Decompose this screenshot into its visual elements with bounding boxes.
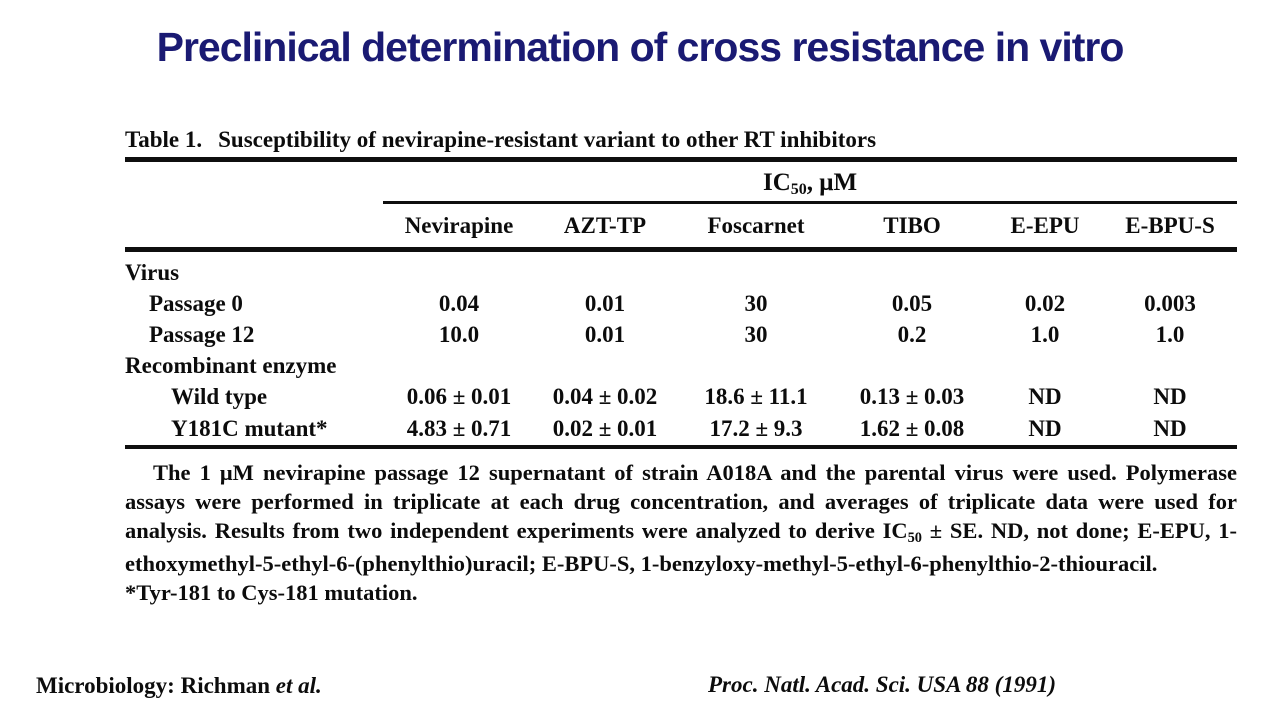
spacer-cell [125,202,383,252]
row-label: Wild type [171,383,268,409]
mutation-note: *Tyr-181 to Cys-181 mutation. [125,580,418,605]
table-cell: 1.62 ± 0.08 [837,412,987,449]
table-row-passage-12: Passage 12 10.0 0.01 30 0.2 1.0 1.0 [125,319,1237,350]
unit-header-subscript: 50 [790,181,807,198]
table-cell: 0.01 [584,321,626,347]
table-cell [383,250,535,289]
table-caption-number: Table 1. [125,127,203,152]
table-cell [1103,250,1237,289]
slide-title: Preclinical determination of cross resis… [156,24,1125,70]
table-cell: 18.6 ± 11.1 [704,383,808,409]
paper-scan-region: Table 1. Susceptibility of nevirapine-res… [125,126,1238,607]
table-cell: 0.13 ± 0.03 [859,383,965,409]
table-top-rule [125,157,1237,162]
table-cell: 0.05 [891,290,933,316]
table-cell: ND [1153,383,1187,409]
table-cell: 0.003 [1144,290,1196,316]
table-cell: 1.0 [1030,321,1060,347]
unit-header: IC50, μM [383,162,1238,204]
table-footnote: The 1 μM nevirapine passage 12 supernata… [125,458,1237,578]
table-cell [675,250,837,289]
footnote-ic50-subscript: 50 [907,530,922,546]
footer-section-label: Microbiology: [36,673,175,698]
table-cell [837,350,987,381]
table-row-wild-type: Wild type 0.06 ± 0.01 0.04 ± 0.02 18.6 ±… [125,381,1237,412]
table-cell: 0.01 [584,290,626,316]
table-row-passage-0: Passage 0 0.04 0.01 30 0.05 0.02 0.003 [125,288,1237,319]
table-cell [987,250,1103,289]
column-header-e-epu: E-EPU [987,202,1103,252]
journal-citation: Proc. Natl. Acad. Sci. USA 88 (1991) [708,672,1056,697]
footer-et-al: et al. [275,673,322,698]
column-header-e-bpu-s: E-BPU-S [1103,202,1238,252]
table-cell: 0.2 [897,321,927,347]
row-label: Y181C mutant* [125,412,383,449]
table-cell: 30 [744,290,768,316]
table-cell: 1.0 [1155,321,1185,347]
table-cell: 30 [744,321,768,347]
table-cell [535,350,675,381]
unit-header-rest: , μM [806,169,858,196]
column-header-row: Nevirapine AZT-TP Foscarnet TIBO E-EPU E… [125,202,1238,252]
table-row-y181c-mutant: Y181C mutant* 4.83 ± 0.71 0.02 ± 0.01 17… [125,412,1238,449]
table-cell: 10.0 [438,321,480,347]
table-cell: 4.83 ± 0.71 [383,412,535,449]
table-cell [535,250,675,289]
journal-section-credit: Microbiology: Richman et al. [36,673,322,699]
row-label: Passage 12 [149,321,255,347]
table-cell [383,350,535,381]
column-header-azt-tp: AZT-TP [535,202,675,252]
row-label: Passage 0 [149,290,243,316]
spacer-cell [125,162,383,203]
table-cell [1103,350,1237,381]
unit-header-base: IC [762,169,791,196]
column-header-foscarnet: Foscarnet [675,202,837,252]
footnote-text-part1: The 1 μM nevirapine passage 12 supernata… [125,460,1237,543]
table-cell [837,250,987,289]
table-cell [675,350,837,381]
table-cell: 0.04 [438,290,480,316]
table-cell: ND [987,412,1103,449]
column-header-nevirapine: Nevirapine [383,202,535,252]
table-cell: 0.02 ± 0.01 [535,412,675,449]
table-cell: 0.04 ± 0.02 [552,383,658,409]
table-cell: ND [1103,412,1238,449]
table-cell: 17.2 ± 9.3 [675,412,837,449]
table-caption: Table 1. Susceptibility of nevirapine-res… [125,126,1237,154]
table-caption-text: Susceptibility of nevirapine-resistant v… [218,127,877,152]
table-row-virus-section: Virus [125,250,1237,289]
unit-header-row: IC50, μM [125,162,1238,204]
table-row-recombinant-enzyme-section: Recombinant enzyme [125,350,1237,381]
table-cell [987,350,1103,381]
footnote-text-part2: ± SE. ND, not done; E-EPU, 1-ethoxymethy… [125,518,1237,576]
column-header-tibo: TIBO [837,202,987,252]
footer-author-name: Richman [180,673,271,698]
table-cell: 0.02 [1024,290,1066,316]
susceptibility-table: IC50, μM Nevirapine AZT-TP Foscarnet TIB… [125,162,1238,449]
row-label: Virus [125,259,180,285]
row-label: Recombinant enzyme [125,352,337,378]
table-cell: 0.06 ± 0.01 [406,383,512,409]
table-cell: ND [1028,383,1062,409]
